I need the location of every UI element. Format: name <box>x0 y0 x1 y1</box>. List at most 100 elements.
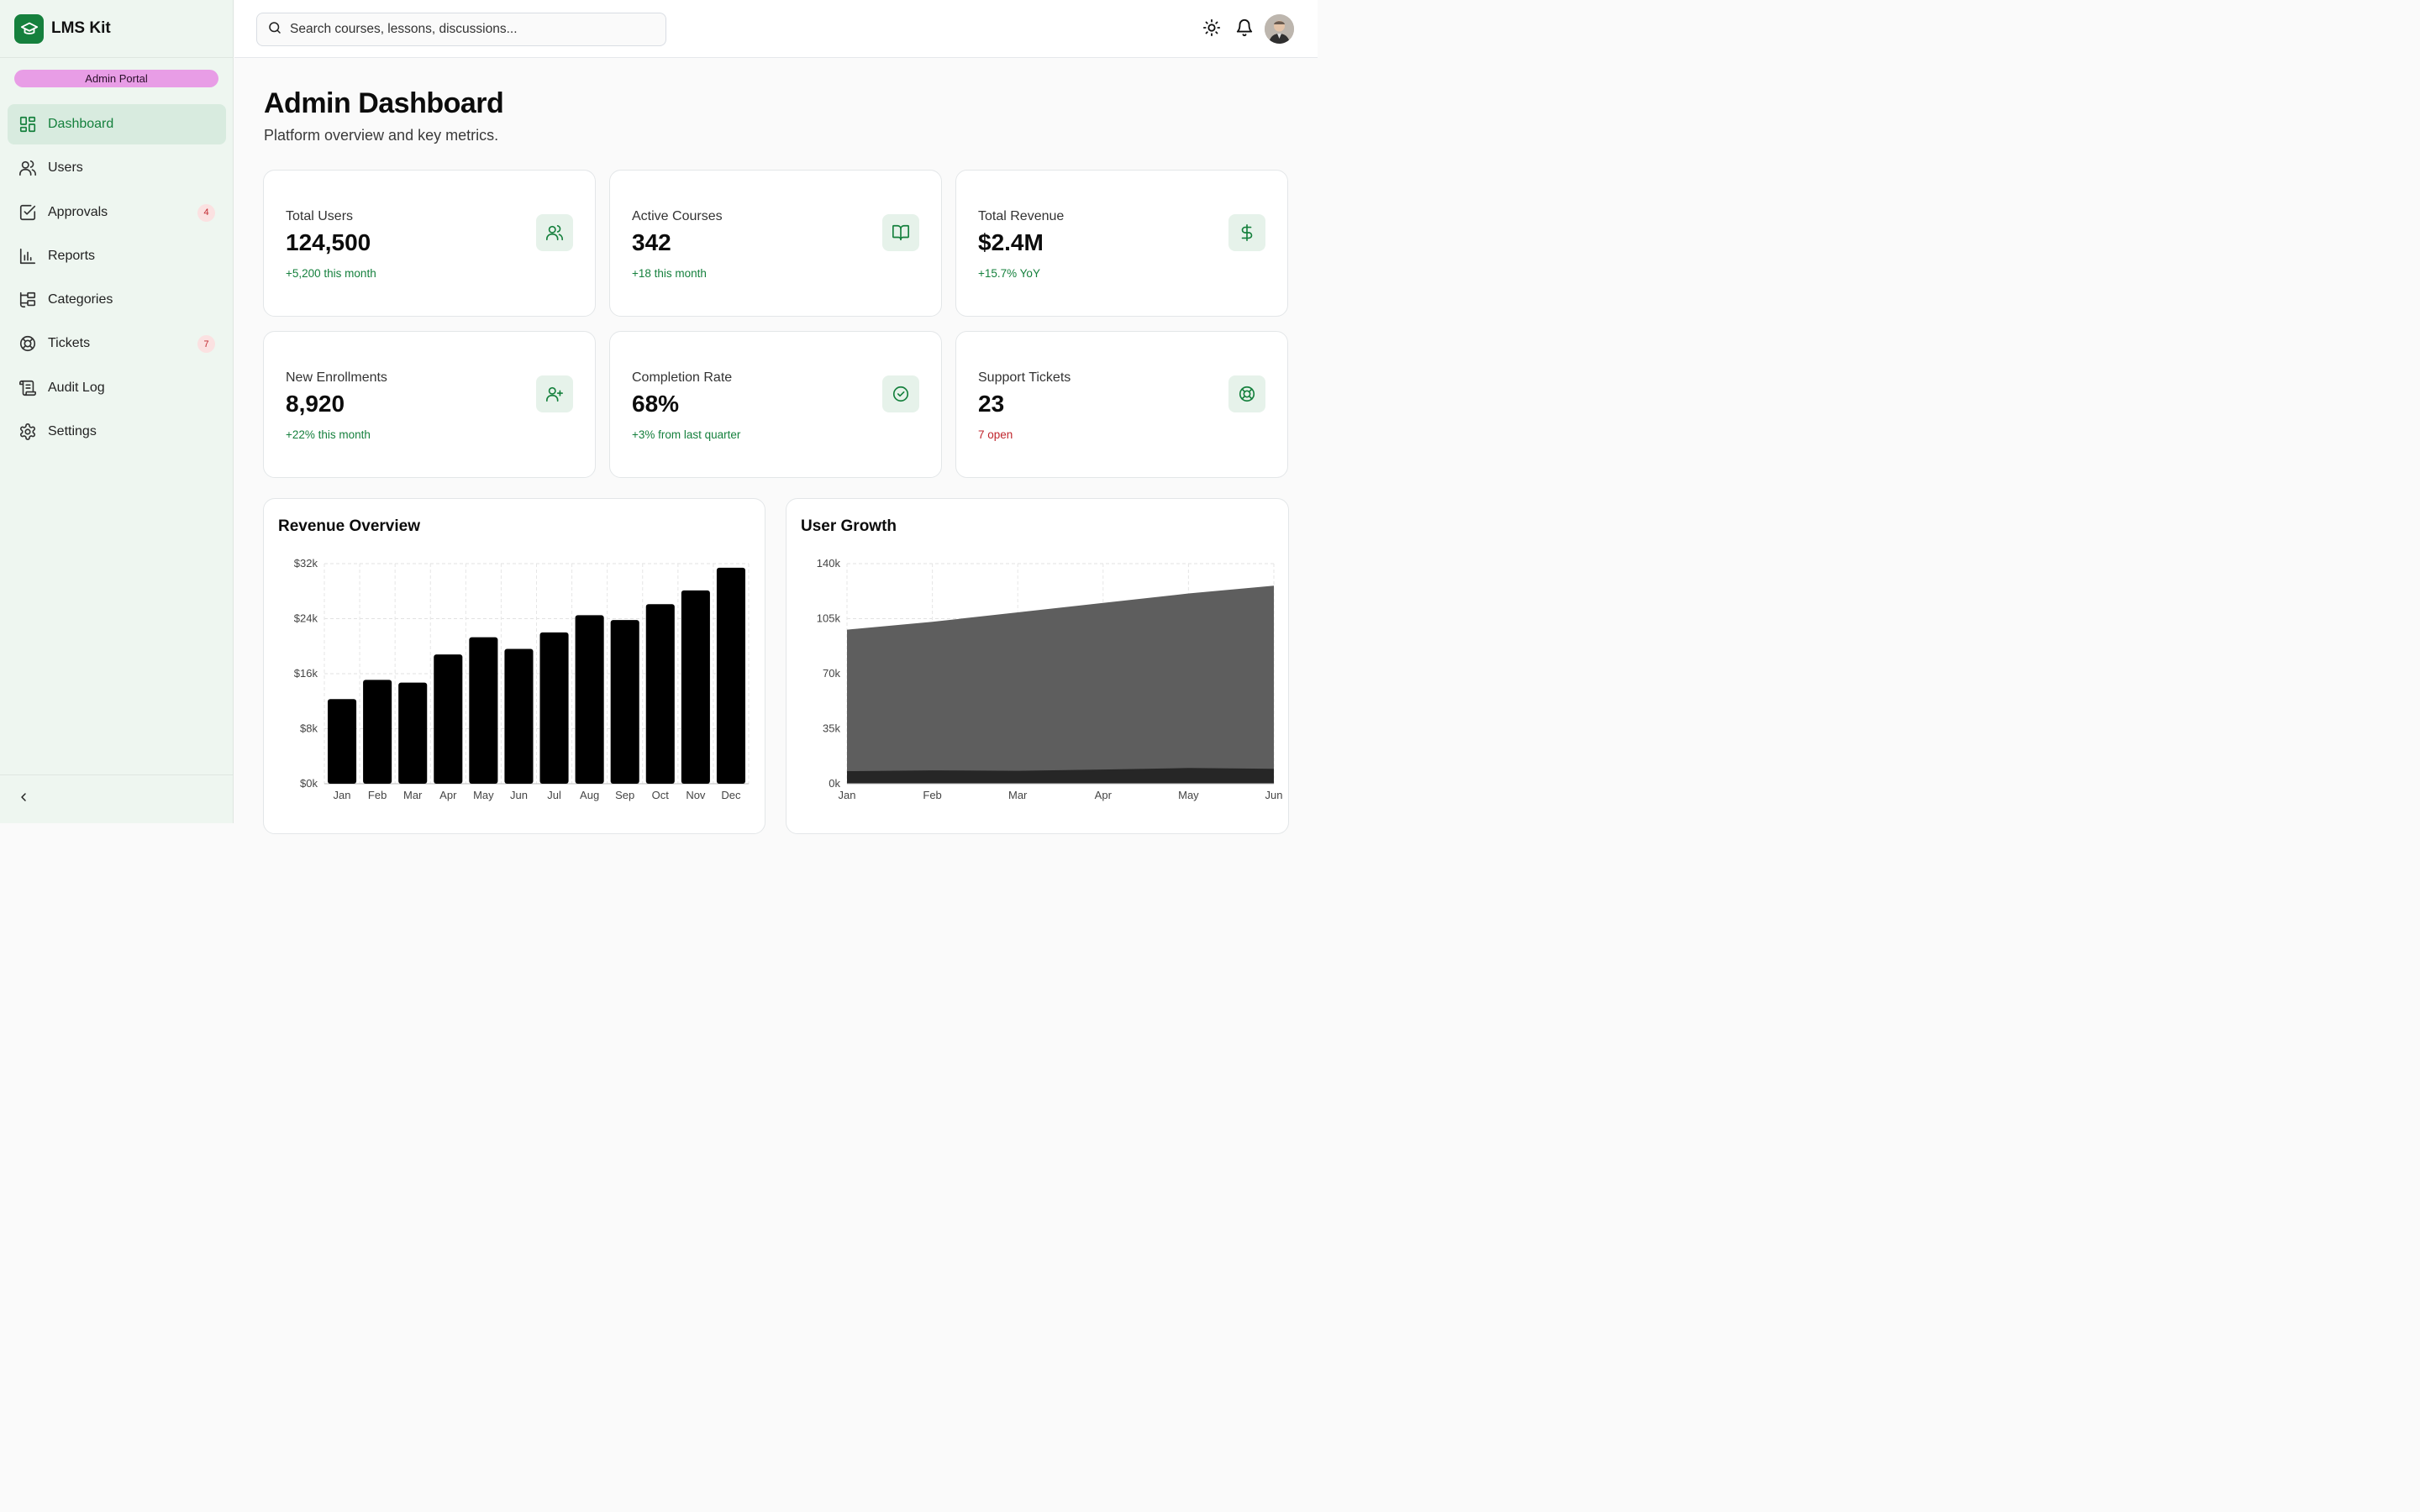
bar-sep <box>610 620 639 784</box>
y-tick-label: $0k <box>300 777 318 790</box>
stat-card-new-enrollments: New Enrollments 8,920 +22% this month <box>263 331 596 478</box>
count-badge: 7 <box>197 335 215 354</box>
page-title: Admin Dashboard <box>264 87 504 119</box>
stat-change: +18 this month <box>632 267 707 280</box>
y-tick-label: $16k <box>294 667 318 680</box>
stat-value: 124,500 <box>286 229 371 255</box>
sidebar-item-label: Audit Log <box>48 380 105 395</box>
bar-feb <box>363 680 392 784</box>
x-tick-label: Nov <box>686 789 706 801</box>
sun-icon <box>1202 18 1221 41</box>
x-tick-label: Aug <box>580 789 599 801</box>
stat-change: 7 open <box>978 428 1013 441</box>
chevron-left-icon <box>17 790 30 808</box>
stat-label: Completion Rate <box>632 370 733 385</box>
topbar <box>234 0 1318 58</box>
sidebar-item-categories[interactable]: Categories <box>8 280 226 320</box>
x-tick-label: Apr <box>1095 789 1113 801</box>
stat-change: +15.7% YoY <box>978 267 1040 280</box>
sidebar-item-audit-log[interactable]: Audit Log <box>8 368 226 408</box>
collapse-sidebar-button[interactable] <box>0 774 234 823</box>
y-tick-label: 70k <box>823 667 840 680</box>
y-tick-label: 105k <box>817 612 841 625</box>
settings-icon <box>18 423 37 441</box>
area-series-2 <box>847 768 1274 784</box>
y-tick-label: $8k <box>300 722 318 735</box>
stat-label: New Enrollments <box>286 370 387 385</box>
search-bar[interactable] <box>256 13 666 46</box>
stat-change: +22% this month <box>286 428 371 441</box>
approvals-icon <box>18 203 37 222</box>
bell-icon <box>1235 18 1254 41</box>
x-tick-label: Apr <box>439 789 457 801</box>
stat-value: 23 <box>978 391 1005 417</box>
search-icon <box>267 20 282 39</box>
notifications-button[interactable] <box>1234 18 1255 40</box>
y-tick-label: 0k <box>829 777 840 790</box>
revenue-chart-panel: Revenue Overview $0k $8k $16k $24k $32k Jan Fe… <box>263 498 765 834</box>
categories-icon <box>18 291 37 309</box>
y-tick-label: $32k <box>294 557 318 570</box>
sidebar-item-label: Categories <box>48 292 113 307</box>
y-tick-label: 35k <box>823 722 840 735</box>
x-tick-label: Dec <box>721 789 741 801</box>
sidebar-item-approvals[interactable]: Approvals 4 <box>8 192 226 233</box>
stat-card-completion-rate: Completion Rate 68% +3% from last quarter <box>609 331 942 478</box>
search-input[interactable] <box>290 22 643 37</box>
bar-jul <box>539 632 569 784</box>
x-tick-label: May <box>1178 789 1199 801</box>
area-series-1 <box>847 585 1274 784</box>
x-tick-label: Jan <box>334 789 351 801</box>
stat-label: Active Courses <box>632 209 723 223</box>
user-growth-title: User Growth <box>801 517 897 535</box>
user-growth-panel: User Growth 0k 35k 70k 105k 140k Jan Feb Mar Apr… <box>786 498 1289 834</box>
dollar-icon <box>1228 214 1265 251</box>
x-tick-label: Jul <box>547 789 561 801</box>
sidebar-item-users[interactable]: Users <box>8 148 226 188</box>
sidebar-nav: Dashboard Users Approvals 4 Reports Categorie… <box>8 104 226 455</box>
x-tick-label: Mar <box>1008 789 1028 801</box>
bar-oct <box>645 604 675 784</box>
stat-card-support-tickets: Support Tickets 23 7 open <box>955 331 1288 478</box>
stat-label: Total Users <box>286 209 354 223</box>
sidebar-item-label: Settings <box>48 424 97 439</box>
sidebar-item-dashboard[interactable]: Dashboard <box>8 104 226 144</box>
brand-name: LMS Kit <box>51 19 111 37</box>
dashboard-icon <box>18 115 37 134</box>
sidebar-item-label: Users <box>48 160 83 176</box>
bar-apr <box>434 654 463 784</box>
sidebar-item-settings[interactable]: Settings <box>8 412 226 452</box>
sidebar-item-label: Tickets <box>48 336 91 351</box>
brand[interactable]: LMS Kit <box>0 0 233 58</box>
x-tick-label: Feb <box>923 789 941 801</box>
portal-badge: Admin Portal <box>14 70 218 87</box>
x-tick-label: Jun <box>1265 789 1283 801</box>
y-tick-label: 140k <box>817 557 841 570</box>
count-badge: 4 <box>197 203 215 222</box>
x-tick-label: Oct <box>652 789 670 801</box>
x-tick-label: Feb <box>368 789 387 801</box>
x-tick-label: Sep <box>615 789 634 801</box>
x-tick-label: Mar <box>403 789 423 801</box>
users-icon <box>536 214 573 251</box>
stat-label: Total Revenue <box>978 209 1065 223</box>
tickets-icon <box>18 334 37 353</box>
sidebar-item-reports[interactable]: Reports <box>8 236 226 276</box>
stat-value: $2.4M <box>978 229 1044 255</box>
avatar[interactable] <box>1265 14 1294 44</box>
y-tick-label: $24k <box>294 612 318 625</box>
users-icon <box>18 159 37 177</box>
stat-change: +5,200 this month <box>286 267 376 280</box>
bar-jan <box>328 699 357 784</box>
stat-label: Support Tickets <box>978 370 1071 385</box>
user-growth-area-chart: 0k 35k 70k 105k 140k Jan Feb Mar Apr May Jun <box>817 557 1283 801</box>
bar-dec <box>716 567 745 784</box>
sidebar-item-tickets[interactable]: Tickets 7 <box>8 323 226 364</box>
audit-log-icon <box>18 379 37 397</box>
stat-card-total-users: Total Users 124,500 +5,200 this month <box>263 170 596 317</box>
theme-toggle-button[interactable] <box>1201 18 1223 40</box>
x-tick-label: Jan <box>839 789 856 801</box>
stat-card-active-courses: Active Courses 342 +18 this month <box>609 170 942 317</box>
check-circle-icon <box>882 375 919 412</box>
x-tick-label: May <box>473 789 494 801</box>
